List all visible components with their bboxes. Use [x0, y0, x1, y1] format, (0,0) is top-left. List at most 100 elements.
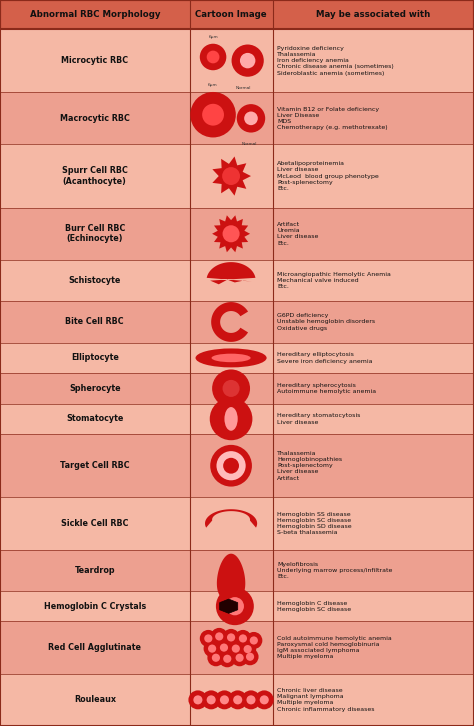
Text: Elliptocyte: Elliptocyte: [71, 354, 119, 362]
Ellipse shape: [222, 167, 240, 185]
Ellipse shape: [244, 112, 258, 125]
Polygon shape: [211, 302, 248, 342]
Ellipse shape: [202, 690, 221, 709]
Ellipse shape: [207, 649, 225, 666]
Text: May be associated with: May be associated with: [316, 10, 430, 19]
Ellipse shape: [239, 635, 247, 643]
Ellipse shape: [260, 696, 269, 704]
Ellipse shape: [226, 597, 244, 616]
Text: Hemoglobin C disease
Hemoglobin SC disease: Hemoglobin C disease Hemoglobin SC disea…: [277, 600, 351, 612]
FancyBboxPatch shape: [0, 550, 474, 591]
FancyBboxPatch shape: [0, 0, 474, 29]
Ellipse shape: [212, 653, 220, 662]
Ellipse shape: [246, 653, 254, 661]
Ellipse shape: [215, 639, 232, 656]
FancyBboxPatch shape: [0, 497, 474, 550]
Text: Microcytic RBC: Microcytic RBC: [61, 56, 128, 65]
Ellipse shape: [200, 44, 227, 70]
Ellipse shape: [223, 380, 240, 397]
Ellipse shape: [227, 633, 235, 642]
Text: Hereditary stomatocytosis
Liver disease: Hereditary stomatocytosis Liver disease: [277, 413, 361, 425]
Ellipse shape: [204, 640, 221, 657]
Ellipse shape: [250, 637, 258, 645]
Ellipse shape: [232, 645, 240, 653]
Ellipse shape: [244, 645, 252, 653]
Ellipse shape: [210, 398, 252, 440]
Ellipse shape: [241, 648, 259, 665]
Ellipse shape: [211, 354, 251, 362]
Ellipse shape: [233, 696, 242, 704]
Ellipse shape: [189, 690, 207, 709]
Ellipse shape: [220, 643, 228, 652]
Polygon shape: [219, 599, 238, 613]
Text: Hemoglobin SS disease
Hemoglobin SC disease
Hemoglobin SD disease
S-beta thalass: Hemoglobin SS disease Hemoglobin SC dise…: [277, 512, 352, 535]
Text: Pyridoxine deficiency
Thalassemia
Iron deficiency anemia
Chronic disease anemia : Pyridoxine deficiency Thalassemia Iron d…: [277, 46, 394, 76]
Ellipse shape: [212, 370, 250, 407]
Text: Red Cell Agglutinate: Red Cell Agglutinate: [48, 643, 141, 652]
Ellipse shape: [202, 104, 224, 126]
Text: Spurr Cell RBC
(Acanthocyte): Spurr Cell RBC (Acanthocyte): [62, 166, 128, 186]
Text: Vitamin B12 or Folate deficiency
Liver Disease
MDS
Chemotherapy (e.g. methotrexa: Vitamin B12 or Folate deficiency Liver D…: [277, 107, 388, 130]
Ellipse shape: [207, 51, 219, 63]
Ellipse shape: [242, 690, 261, 709]
FancyBboxPatch shape: [0, 373, 474, 404]
Ellipse shape: [234, 630, 252, 647]
Text: Target Cell RBC: Target Cell RBC: [60, 461, 129, 470]
Polygon shape: [217, 554, 245, 601]
FancyBboxPatch shape: [0, 260, 474, 301]
FancyBboxPatch shape: [0, 144, 474, 208]
Ellipse shape: [223, 225, 240, 242]
Text: Macrocytic RBC: Macrocytic RBC: [60, 114, 130, 123]
Ellipse shape: [255, 690, 274, 709]
Text: Cold autoimmune hemolytic anemia
Paroxysmal cold hemoglobinuria
IgM associated l: Cold autoimmune hemolytic anemia Paroxys…: [277, 636, 392, 659]
Text: Artifact
Uremia
Liver disease
Etc.: Artifact Uremia Liver disease Etc.: [277, 222, 319, 245]
Text: 6μm: 6μm: [207, 83, 217, 87]
Text: Bite Cell RBC: Bite Cell RBC: [65, 317, 124, 327]
Ellipse shape: [217, 451, 246, 481]
Ellipse shape: [193, 696, 202, 704]
Ellipse shape: [210, 628, 228, 645]
Text: Burr Cell RBC
(Echinocyte): Burr Cell RBC (Echinocyte): [64, 224, 125, 243]
Polygon shape: [205, 509, 257, 528]
Polygon shape: [207, 262, 255, 285]
Polygon shape: [212, 156, 251, 196]
Ellipse shape: [215, 690, 234, 709]
Text: 6μm: 6μm: [208, 35, 218, 38]
Ellipse shape: [191, 92, 236, 137]
Ellipse shape: [215, 632, 223, 640]
FancyBboxPatch shape: [0, 29, 474, 92]
Ellipse shape: [240, 53, 255, 68]
FancyBboxPatch shape: [0, 674, 474, 726]
Ellipse shape: [246, 696, 255, 704]
Text: G6PD deficiency
Unstable hemoglobin disorders
Oxidative drugs: G6PD deficiency Unstable hemoglobin diso…: [277, 314, 375, 330]
Text: Normal: Normal: [235, 86, 251, 90]
FancyBboxPatch shape: [0, 301, 474, 343]
Text: Spherocyte: Spherocyte: [69, 384, 120, 393]
Text: Rouleaux: Rouleaux: [74, 696, 116, 704]
FancyBboxPatch shape: [0, 434, 474, 497]
Text: Hereditary spherocytosis
Autoimmune hemolytic anemia: Hereditary spherocytosis Autoimmune hemo…: [277, 383, 376, 394]
Text: Hemoglobin C Crystals: Hemoglobin C Crystals: [44, 602, 146, 611]
Text: Thalassemia
Hemoglobinopathies
Post-splenectomy
Liver disease
Artifact: Thalassemia Hemoglobinopathies Post-sple…: [277, 451, 342, 481]
Text: Teardrop: Teardrop: [74, 566, 115, 575]
Text: Stomatocyte: Stomatocyte: [66, 415, 124, 423]
Ellipse shape: [204, 635, 212, 643]
Ellipse shape: [239, 640, 256, 658]
Ellipse shape: [231, 649, 248, 666]
Ellipse shape: [223, 629, 240, 646]
Polygon shape: [212, 216, 250, 252]
Ellipse shape: [232, 44, 264, 77]
Ellipse shape: [208, 645, 216, 653]
Ellipse shape: [228, 690, 247, 709]
Ellipse shape: [210, 445, 252, 486]
FancyBboxPatch shape: [0, 343, 474, 373]
Ellipse shape: [223, 655, 231, 663]
Text: Myelofibrosis
Underlying marrow process/infiltrate
Etc.: Myelofibrosis Underlying marrow process/…: [277, 562, 392, 579]
Text: Sickle Cell RBC: Sickle Cell RBC: [61, 519, 128, 528]
Text: Abnormal RBC Morphology: Abnormal RBC Morphology: [29, 10, 160, 19]
Ellipse shape: [216, 587, 254, 625]
Ellipse shape: [246, 632, 263, 649]
Ellipse shape: [219, 650, 236, 667]
Text: Microangiopathic Hemolytic Anemia
Mechanical valve induced
Etc.: Microangiopathic Hemolytic Anemia Mechan…: [277, 272, 391, 289]
Text: Hereditary elliptocytosis
Severe iron deficiency anemia: Hereditary elliptocytosis Severe iron de…: [277, 352, 373, 364]
